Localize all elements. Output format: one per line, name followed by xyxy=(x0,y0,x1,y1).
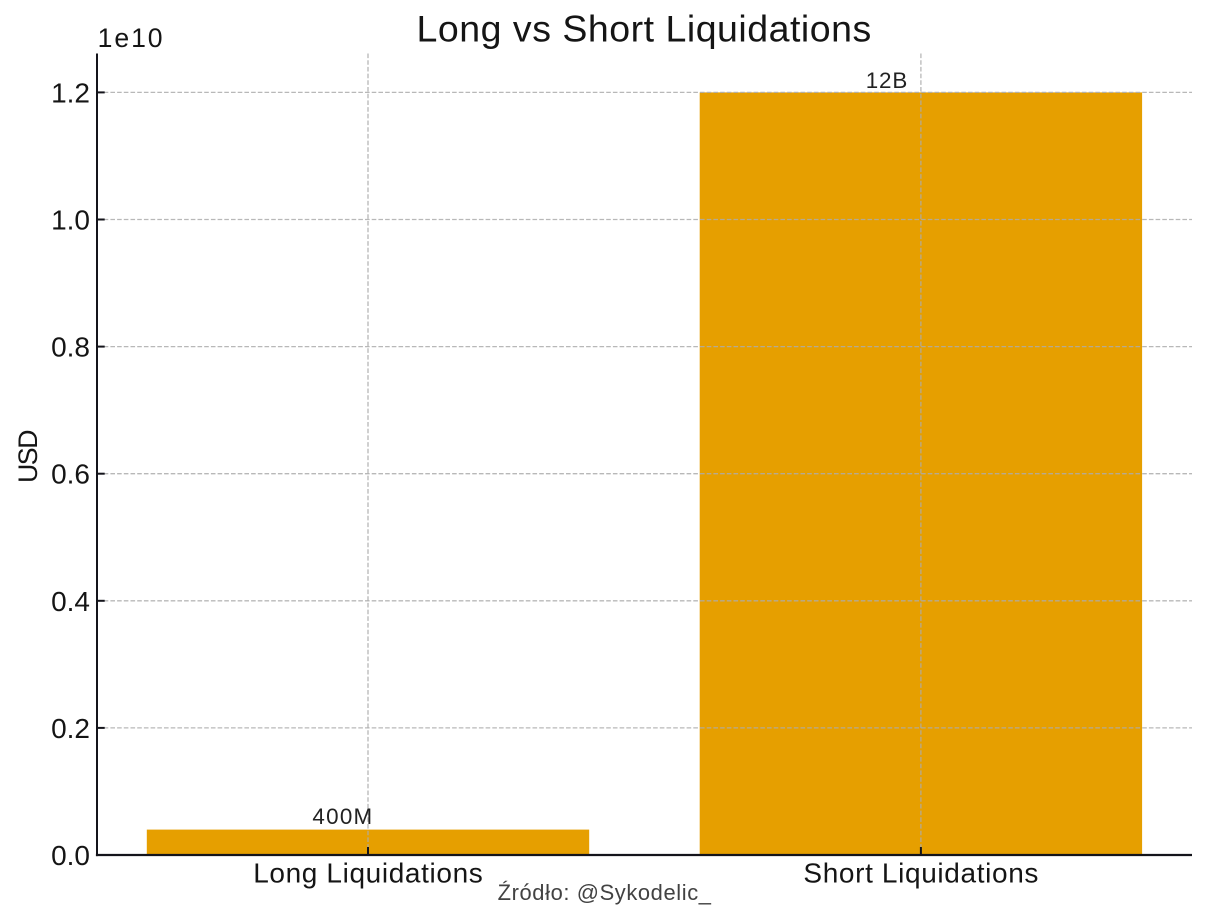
svg-text:12B: 12B xyxy=(866,68,908,93)
svg-text:Long Liquidations: Long Liquidations xyxy=(253,858,483,889)
svg-text:1.2: 1.2 xyxy=(51,77,90,108)
svg-text:USD: USD xyxy=(13,429,43,483)
svg-text:Źródło: @Sykodelic_: Źródło: @Sykodelic_ xyxy=(498,880,712,905)
svg-text:Short Liquidations: Short Liquidations xyxy=(803,858,1038,889)
svg-text:Long vs Short Liquidations: Long vs Short Liquidations xyxy=(417,8,872,50)
svg-text:1.0: 1.0 xyxy=(51,204,90,235)
svg-text:0.2: 0.2 xyxy=(51,713,90,744)
svg-text:0.0: 0.0 xyxy=(51,840,90,871)
svg-text:1e10: 1e10 xyxy=(98,23,163,53)
svg-text:0.8: 0.8 xyxy=(51,332,90,363)
svg-text:0.6: 0.6 xyxy=(51,459,90,490)
svg-text:0.4: 0.4 xyxy=(51,586,90,617)
svg-text:400M: 400M xyxy=(312,804,372,829)
